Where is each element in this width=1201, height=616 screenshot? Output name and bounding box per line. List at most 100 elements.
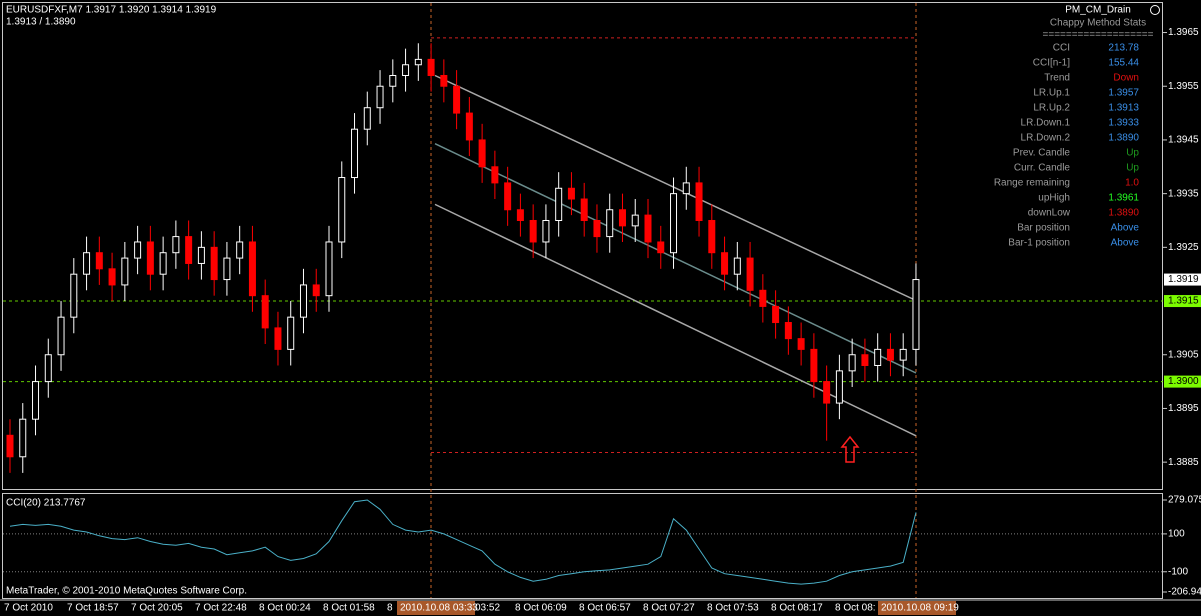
x-tick-label: 8 Oct 06:57 — [579, 603, 631, 614]
y-tick-label: 1.3965 — [1168, 27, 1199, 38]
y-tick-label: 1.3895 — [1168, 403, 1199, 414]
candle-body — [695, 182, 703, 221]
candle-body — [325, 241, 333, 297]
y-tick-label: -206.944 — [1168, 587, 1201, 598]
stat-label: Curr. Candle — [1014, 163, 1071, 174]
bid-ask: 1.3913 / 1.3890 — [6, 17, 76, 28]
copyright: MetaTrader, © 2001-2010 MetaQuotes Softw… — [6, 586, 247, 597]
candle-body — [861, 354, 869, 366]
candle-body — [146, 241, 154, 275]
price-label-box — [1164, 273, 1201, 286]
candle-body — [886, 348, 894, 361]
stat-label: CCI[n-1] — [1033, 58, 1070, 69]
candle-body — [6, 434, 14, 458]
candle-body — [555, 187, 563, 221]
candle-body — [159, 252, 167, 275]
x-tick-label: 8 Oct 07:53 — [707, 603, 759, 614]
y-tick-label: -100 — [1168, 566, 1188, 577]
candle-body — [70, 273, 78, 318]
time-highlight — [397, 601, 475, 615]
candle-body — [121, 257, 129, 286]
candle-body — [823, 381, 831, 404]
stat-value: Down — [1113, 73, 1139, 84]
signal-arrow — [840, 435, 860, 463]
regression-channel — [434, 203, 917, 437]
candle-body — [733, 257, 741, 275]
y-tick-label: 100 — [1168, 529, 1185, 540]
candle-body — [108, 268, 116, 286]
x-tick-label: 8 Oct 08:17 — [771, 603, 823, 614]
regression-channel — [434, 143, 917, 374]
stat-value: 1.3890 — [1108, 208, 1139, 219]
stat-value: 1.3933 — [1108, 118, 1139, 129]
stat-value: 1.0 — [1125, 178, 1139, 189]
y-tick-label: 1.3945 — [1168, 135, 1199, 146]
candle-body — [57, 316, 65, 356]
y-tick-label: 1.3955 — [1168, 81, 1199, 92]
candle-body — [261, 295, 269, 329]
cci-chart: 279.075 100 -100 -206.944 — [3, 495, 1201, 598]
stats-separator: =================== — [1043, 30, 1154, 41]
candle-body — [644, 214, 652, 243]
price-panel-frame — [2, 2, 1163, 490]
cci-line — [9, 499, 917, 585]
time-highlight-label: 2010.10.08 09:19 — [881, 603, 959, 614]
candle-body — [248, 241, 256, 297]
time-highlight-label: 2010.10.08 03:33 — [400, 603, 478, 614]
candle-body — [606, 209, 614, 238]
stat-label: Bar-1 position — [1008, 238, 1070, 249]
candle-body — [772, 305, 780, 324]
candle-body — [912, 279, 920, 350]
candle-body — [618, 209, 626, 227]
x-tick-label: 03:52 — [475, 603, 500, 614]
stat-value: Above — [1111, 223, 1140, 234]
candle-body — [516, 209, 524, 221]
candle-body — [363, 107, 371, 130]
candle-body — [44, 354, 52, 383]
cci-panel-frame — [2, 493, 1163, 599]
candle-body — [835, 370, 843, 404]
stat-label: LR.Down.2 — [1021, 133, 1071, 144]
smiley-icon — [1150, 5, 1160, 15]
y-tick-label: 1.3935 — [1168, 188, 1199, 199]
stat-label: downLow — [1028, 208, 1071, 219]
candle-body — [567, 187, 575, 200]
price-label-box — [1164, 295, 1201, 308]
stat-label: upHigh — [1038, 193, 1070, 204]
y-tick-label: 1.3885 — [1168, 457, 1199, 468]
stat-label: Bar position — [1017, 223, 1070, 234]
candle-body — [95, 252, 103, 270]
candle-body — [580, 198, 588, 221]
candle-body — [708, 219, 716, 254]
candle-body — [631, 214, 639, 227]
stat-value: Above — [1111, 238, 1140, 249]
candle-body — [478, 139, 486, 168]
candle-body — [338, 177, 346, 243]
stats-subtitle: Chappy Method Stats — [1050, 18, 1146, 29]
x-tick-label: 7 Oct 20:05 — [131, 603, 183, 614]
regression-channel — [434, 74, 917, 302]
candle-body — [427, 58, 435, 76]
stat-value: 155.44 — [1108, 58, 1139, 69]
candle-body — [440, 74, 448, 87]
stat-label: CCI — [1053, 43, 1070, 54]
candle-body — [287, 316, 295, 350]
candle-body — [746, 257, 754, 291]
candle-body — [759, 289, 767, 307]
x-tick-label: 7 Oct 18:57 — [67, 603, 119, 614]
candle-body — [274, 327, 282, 350]
candle-body — [465, 112, 473, 141]
stat-label: Prev. Candle — [1013, 148, 1071, 159]
candle-body — [899, 348, 907, 361]
stat-value: 1.3913 — [1108, 103, 1139, 114]
time-highlight — [878, 601, 956, 615]
candle-body — [797, 338, 805, 350]
x-tick-label: 7 Oct 2010 — [4, 603, 53, 614]
price-chart: 1.3965 1.3955 1.3945 1.3935 1.3925 1.3905 1.38… — [3, 27, 1201, 473]
candle-body — [682, 182, 690, 195]
y-tick-label: 1.3925 — [1168, 242, 1199, 253]
stat-label: Range remaining — [994, 178, 1070, 189]
stat-label: Trend — [1044, 73, 1070, 84]
